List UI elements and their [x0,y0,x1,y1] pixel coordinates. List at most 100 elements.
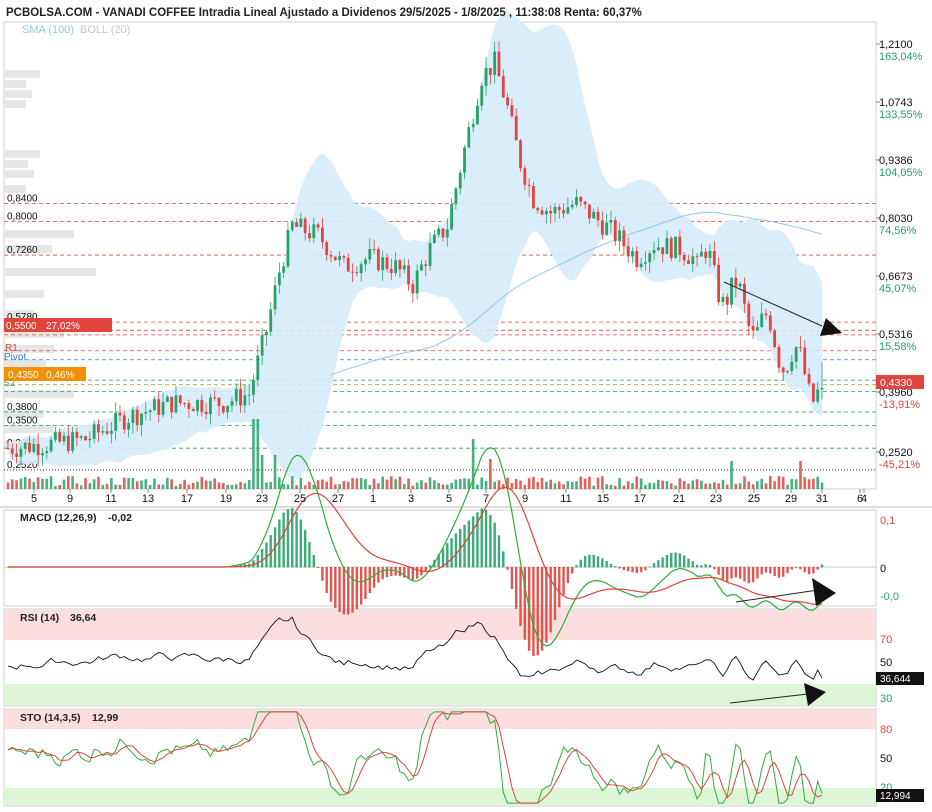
volume-bar [256,419,260,489]
candle-body [221,406,225,413]
candle-body [36,444,40,456]
macd-histogram-bar [734,567,738,578]
volume-bar [372,478,376,489]
volume-bar [209,480,212,489]
candle-body [622,230,626,247]
volume-bar [398,476,402,489]
macd-histogram-bar [467,520,471,568]
candle-body [118,412,122,416]
candle-body [562,210,565,214]
volume-bar [545,481,548,489]
macd-y-label: -0,0 [880,591,899,603]
candle-body [105,431,109,434]
volume-bar [6,482,10,489]
volume-bar [308,481,311,489]
level-label: 0,8400 [7,193,38,204]
volume-profile-bar [4,70,40,78]
volume-profile-bar [4,230,74,238]
macd-histogram-bar [286,509,290,568]
macd-histogram-bar [605,560,608,568]
candle-body [441,228,445,238]
candle-body [626,246,630,257]
x-tick-label: 9 [67,493,73,505]
volume-bar [605,484,608,489]
volume-bar [170,479,173,489]
volume-profile-bar [4,345,54,353]
volume-bar [631,483,634,489]
rsi-arrow-line [729,693,809,704]
macd-histogram-bar [631,567,634,573]
volume-bar [618,478,621,489]
x-tick-label: 3 [408,493,414,505]
macd-histogram-bar [441,548,445,568]
volume-bar [562,484,565,489]
candle-body [708,251,712,259]
candle-body [45,451,49,454]
volume-bar [514,478,518,489]
rsi-y-label: 50 [880,657,892,669]
volume-bar [415,482,419,489]
volume-bar [738,483,742,489]
candle-body [239,389,242,406]
volume-bar [691,480,695,489]
macd-histogram-bar [562,567,565,596]
volume-profile-bar [4,185,26,193]
volume-bar [118,484,122,489]
volume-bar [196,481,199,489]
candle-body [807,374,811,384]
candle-body [691,256,695,264]
rsi-line [7,616,823,681]
candle-body [437,228,441,235]
macd-histogram-bar [415,567,419,579]
macd-histogram-bar [260,548,264,568]
volume-bar [596,477,600,489]
macd-histogram-bar [282,512,285,568]
x-tick-label: 17 [181,493,193,505]
candle-body [510,105,514,117]
x-tick-label: 13 [142,493,154,505]
macd-histogram-bar [691,561,694,568]
volume-bar [338,484,341,489]
volume-bar [329,476,333,489]
candle-body [260,335,264,356]
volume-profile-bar [4,330,64,338]
volume-bar [463,478,466,489]
candle-body [600,220,604,235]
candle-body [333,256,337,261]
candle-body [570,204,574,208]
badge-low-pct: 0,46% [46,370,74,381]
macd-histogram-bar [454,533,458,568]
volume-bar [769,476,772,489]
macd-histogram-bar [316,567,320,568]
volume-bar [183,479,186,489]
volume-bar [385,479,389,489]
bollinger-band [8,12,822,479]
candle-body [734,277,738,287]
level-label: 0,7260 [7,245,38,256]
candle-body [678,236,682,255]
candle-body [432,234,436,243]
volume-bar [97,476,100,489]
candle-body [700,251,703,257]
x-tick-label: 25 [294,493,306,505]
macd-histogram-bar [334,567,337,608]
volume-bar [239,482,242,489]
candle-body [648,253,652,263]
volume-bar [243,483,247,489]
macd-histogram-bar [515,567,518,609]
candle-body [148,410,152,413]
macd-histogram-bar [648,566,651,568]
macd-histogram-bar [321,567,324,581]
candle-body [463,147,466,173]
volume-bar [700,480,703,489]
volume-bar [450,483,453,489]
y-tick-pct: 163,04% [879,51,923,63]
volume-bar [721,479,725,489]
candle-body [217,397,221,407]
macd-histogram-bar [786,567,789,574]
volume-profile-bar [4,390,74,398]
volume-profile-bar [4,90,32,98]
volume-bar [45,478,49,489]
rsi-last-bg [876,672,924,685]
volume-bar [588,476,591,489]
